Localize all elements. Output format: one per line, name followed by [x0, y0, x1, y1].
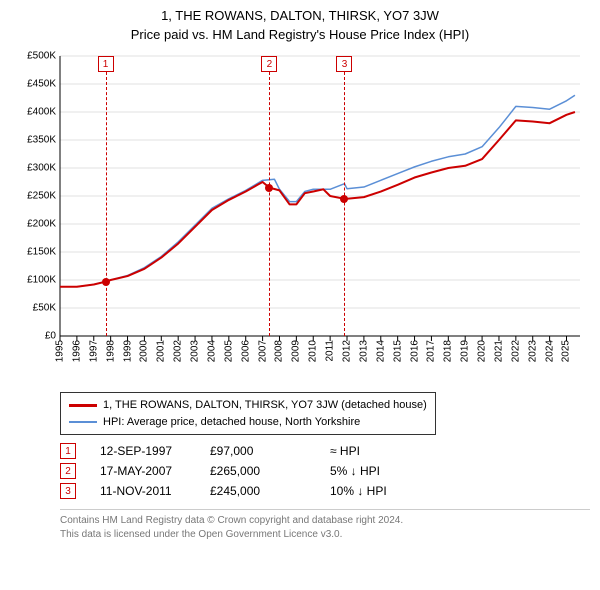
x-tick-label: 2015	[392, 340, 403, 362]
x-tick-label: 1996	[71, 340, 82, 362]
sale-point	[102, 278, 110, 286]
event-marker-icon: 3	[60, 483, 76, 499]
x-tick-label: 2024	[544, 340, 555, 362]
x-tick-label: 2023	[527, 340, 538, 362]
sale-point	[265, 184, 273, 192]
x-tick-label: 1995	[55, 340, 66, 362]
x-tick-label: 2000	[139, 340, 150, 362]
x-tick-label: 2009	[291, 340, 302, 362]
x-tick-label: 2020	[477, 340, 488, 362]
x-tick-label: 2013	[358, 340, 369, 362]
event-marker-line	[269, 72, 270, 336]
event-marker-line	[106, 72, 107, 336]
legend-label: HPI: Average price, detached house, Nort…	[103, 414, 360, 431]
legend: 1, THE ROWANS, DALTON, THIRSK, YO7 3JW (…	[60, 392, 436, 435]
x-tick-label: 2005	[223, 340, 234, 362]
attribution-line2: This data is licensed under the Open Gov…	[60, 528, 590, 542]
event-price: £97,000	[210, 444, 330, 458]
legend-item: HPI: Average price, detached house, Nort…	[69, 414, 427, 431]
event-marker-icon: 1	[60, 443, 76, 459]
x-tick-label: 2003	[190, 340, 201, 362]
event-date: 12-SEP-1997	[100, 444, 210, 458]
event-marker-line	[344, 72, 345, 336]
y-tick-label: £350K	[27, 135, 56, 146]
x-tick-label: 1997	[88, 340, 99, 362]
event-date: 17-MAY-2007	[100, 464, 210, 478]
chart-area: £0£50K£100K£150K£200K£250K£300K£350K£400…	[10, 48, 590, 388]
plot-region: £0£50K£100K£150K£200K£250K£300K£350K£400…	[60, 56, 580, 336]
x-tick-label: 2001	[156, 340, 167, 362]
x-tick-label: 2018	[443, 340, 454, 362]
legend-label: 1, THE ROWANS, DALTON, THIRSK, YO7 3JW (…	[103, 397, 427, 414]
event-row: 1 12-SEP-1997£97,000≈ HPI	[60, 441, 590, 461]
x-tick-label: 2012	[342, 340, 353, 362]
x-tick-label: 2004	[206, 340, 217, 362]
event-marker-flag: 3	[336, 56, 352, 72]
x-tick-label: 2008	[274, 340, 285, 362]
x-tick-label: 2014	[375, 340, 386, 362]
event-hpi-delta: 5% ↓ HPI	[330, 464, 380, 478]
chart-title-subtitle: Price paid vs. HM Land Registry's House …	[10, 27, 590, 42]
y-tick-label: £50K	[33, 303, 56, 314]
y-tick-label: £250K	[27, 191, 56, 202]
event-date: 11-NOV-2011	[100, 484, 210, 498]
x-tick-label: 2025	[561, 340, 572, 362]
attribution-line1: Contains HM Land Registry data © Crown c…	[60, 514, 590, 528]
y-tick-label: £300K	[27, 163, 56, 174]
legend-item: 1, THE ROWANS, DALTON, THIRSK, YO7 3JW (…	[69, 397, 427, 414]
x-tick-label: 2022	[510, 340, 521, 362]
x-tick-label: 2019	[460, 340, 471, 362]
x-tick-label: 2011	[325, 340, 336, 362]
y-tick-label: £150K	[27, 247, 56, 258]
x-tick-label: 2017	[426, 340, 437, 362]
event-row: 3 11-NOV-2011£245,00010% ↓ HPI	[60, 481, 590, 501]
event-price: £245,000	[210, 484, 330, 498]
attribution: Contains HM Land Registry data © Crown c…	[60, 509, 590, 541]
event-marker-flag: 2	[261, 56, 277, 72]
x-tick-label: 2006	[240, 340, 251, 362]
x-tick-label: 2016	[409, 340, 420, 362]
x-tick-label: 2021	[493, 340, 504, 362]
x-tick-label: 1999	[122, 340, 133, 362]
sale-events-table: 1 12-SEP-1997£97,000≈ HPI 2 17-MAY-2007£265…	[60, 441, 590, 501]
event-marker-flag: 1	[98, 56, 114, 72]
event-marker-icon: 2	[60, 463, 76, 479]
event-row: 2 17-MAY-2007£265,0005% ↓ HPI	[60, 461, 590, 481]
chart-title-address: 1, THE ROWANS, DALTON, THIRSK, YO7 3JW	[10, 8, 590, 23]
legend-swatch	[69, 404, 97, 407]
y-tick-label: £200K	[27, 219, 56, 230]
event-price: £265,000	[210, 464, 330, 478]
x-tick-label: 2002	[173, 340, 184, 362]
x-tick-label: 2010	[308, 340, 319, 362]
y-tick-label: £400K	[27, 107, 56, 118]
sale-point	[340, 195, 348, 203]
legend-swatch	[69, 421, 97, 423]
x-tick-label: 1998	[105, 340, 116, 362]
y-tick-label: £100K	[27, 275, 56, 286]
event-hpi-delta: 10% ↓ HPI	[330, 484, 387, 498]
event-hpi-delta: ≈ HPI	[330, 444, 360, 458]
y-tick-label: £450K	[27, 79, 56, 90]
y-tick-label: £500K	[27, 51, 56, 62]
x-tick-label: 2007	[257, 340, 268, 362]
